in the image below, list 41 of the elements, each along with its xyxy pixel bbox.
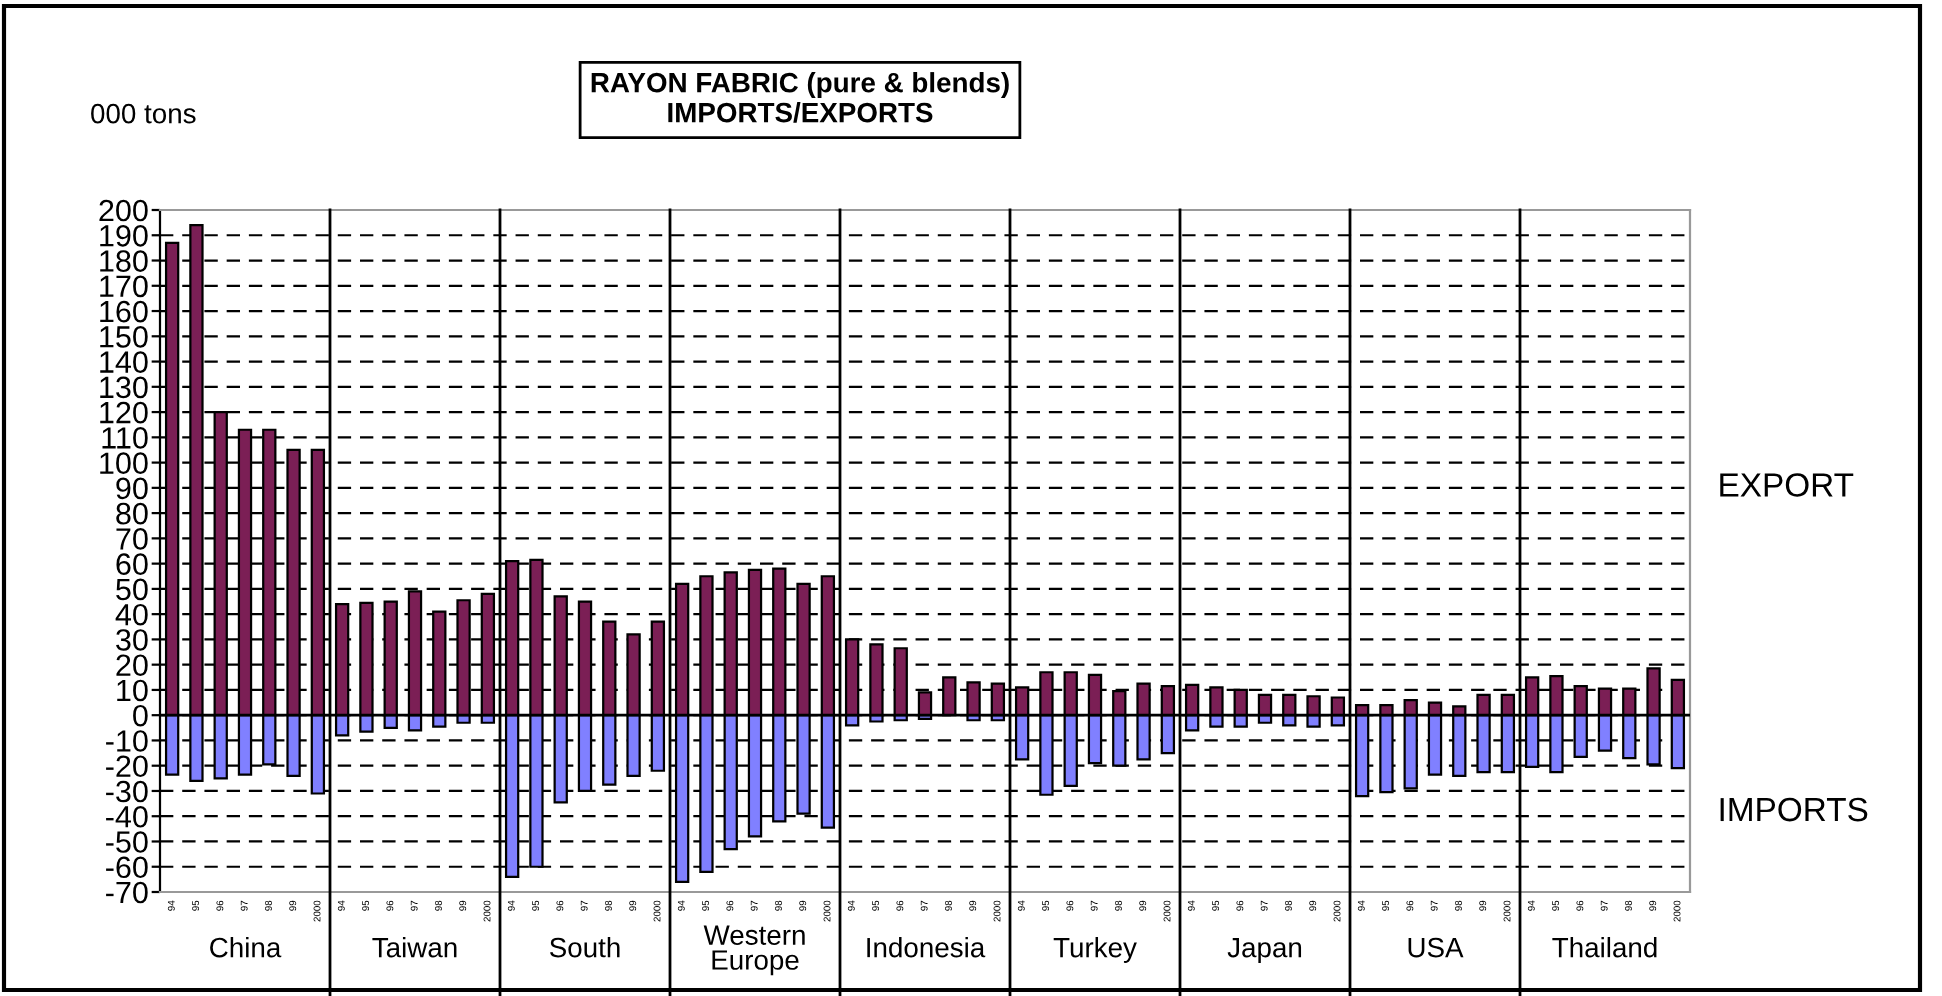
- text: Turkey: [1053, 937, 1137, 963]
- series-label: IMPORTS: [1720, 797, 1868, 822]
- y-tick-label: 10: [117, 679, 148, 702]
- y-tick-label: 20: [116, 654, 148, 677]
- y-tick-label: 150: [100, 326, 148, 348]
- y-tick-label: 180: [100, 250, 148, 272]
- y-tick-label: 200: [99, 199, 148, 222]
- text: Japan: [1227, 938, 1302, 963]
- text: EXPORT: [1720, 473, 1854, 497]
- text: Indonesia: [867, 937, 986, 958]
- y-tick-label: 0: [133, 704, 148, 727]
- text: South: [549, 937, 620, 958]
- y-tick-label: 130: [100, 376, 148, 399]
- y-tick-label: -40: [106, 805, 148, 828]
- text: Thailand: [1552, 937, 1657, 958]
- y-tick-label: 30: [116, 629, 148, 651]
- y-tick-label: -60: [106, 856, 148, 879]
- chart-title: RAYON FABRIC (pure & blends) IMPORTS/EXPORTS: [591, 72, 1009, 123]
- y-tick-label: 80: [116, 502, 148, 525]
- y-tick-label: 50: [116, 578, 148, 601]
- y-tick-label: 100: [100, 452, 148, 474]
- y-tick-label: -50: [106, 831, 148, 853]
- y-tick-label: -30: [106, 780, 148, 803]
- y-tick-label: 190: [100, 224, 148, 247]
- y-tick-label: 60: [116, 553, 148, 575]
- y-tick-label: -70: [106, 881, 148, 904]
- y-tick-label: 70: [116, 528, 148, 550]
- y-tick-label: 140: [100, 351, 148, 373]
- y-tick-label: -20: [106, 755, 148, 778]
- y-axis-title: 000 tons: [91, 103, 196, 124]
- y-tick-label: 170: [100, 275, 148, 298]
- y-tick-label: 110: [102, 427, 148, 449]
- text: Western Europe: [703, 925, 805, 976]
- text: China: [210, 937, 282, 958]
- text: Taiwan: [372, 937, 457, 958]
- y-tick-label: 90: [116, 477, 148, 500]
- y-tick-label: 40: [115, 603, 148, 626]
- y-tick-label: -10: [106, 730, 148, 752]
- text: USA: [1408, 937, 1464, 958]
- y-tick-label: 120: [100, 401, 148, 424]
- y-tick-label: 160: [100, 300, 148, 323]
